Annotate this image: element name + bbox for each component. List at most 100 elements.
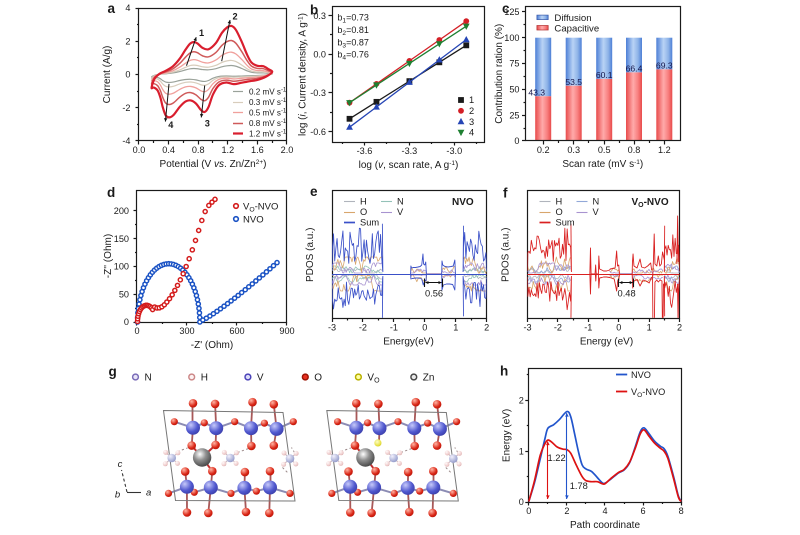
svg-text:PDOS (a.u.): PDOS (a.u.): [501, 228, 512, 282]
svg-text:O: O: [314, 373, 322, 384]
svg-text:2: 2: [519, 396, 524, 406]
svg-text:4: 4: [602, 506, 607, 516]
svg-text:Energy (eV): Energy (eV): [580, 337, 633, 348]
svg-text:-3.6: -3.6: [357, 146, 373, 156]
svg-text:0.8: 0.8: [192, 145, 205, 155]
svg-text:3: 3: [469, 117, 474, 127]
svg-text:300: 300: [179, 326, 194, 336]
svg-text:Path coordinate: Path coordinate: [570, 520, 640, 530]
svg-text:2: 2: [125, 37, 130, 47]
svg-text:Sum: Sum: [556, 218, 575, 228]
svg-text:N: N: [593, 197, 600, 207]
svg-text:0: 0: [134, 326, 139, 336]
svg-text:-3.0: -3.0: [446, 146, 462, 156]
svg-text:-3: -3: [523, 323, 531, 333]
svg-text:Scan rate (mV s-1): Scan rate (mV s-1): [562, 159, 643, 170]
svg-text:1.78: 1.78: [570, 481, 588, 491]
svg-text:V: V: [397, 207, 404, 217]
svg-text:1.22: 1.22: [548, 453, 566, 463]
svg-text:4: 4: [168, 120, 174, 130]
svg-text:Contribution ration (%): Contribution ration (%): [494, 24, 505, 124]
svg-text:3: 3: [205, 118, 210, 128]
svg-text:1: 1: [199, 28, 204, 38]
svg-text:0.0: 0.0: [313, 50, 326, 60]
svg-text:g: g: [109, 364, 117, 379]
svg-text:N: N: [145, 373, 152, 384]
svg-text:Current (A/g): Current (A/g): [102, 46, 113, 104]
svg-text:0: 0: [422, 323, 427, 333]
svg-text:0: 0: [125, 70, 130, 80]
svg-text:4: 4: [469, 128, 474, 138]
svg-text:6: 6: [641, 506, 646, 516]
svg-text:-Z' (Ohm): -Z' (Ohm): [191, 340, 233, 351]
svg-text:2.0: 2.0: [281, 145, 294, 155]
svg-text:53.5: 53.5: [565, 77, 582, 87]
svg-text:0: 0: [519, 497, 524, 507]
svg-text:0.48: 0.48: [618, 289, 636, 299]
svg-text:1: 1: [453, 323, 458, 333]
svg-text:0: 0: [124, 317, 129, 327]
svg-text:b: b: [115, 490, 120, 501]
svg-text:1: 1: [469, 95, 474, 105]
svg-text:0: 0: [616, 323, 621, 333]
svg-text:H: H: [556, 197, 563, 207]
svg-text:4: 4: [125, 3, 130, 13]
svg-text:-3.3: -3.3: [402, 146, 418, 156]
svg-text:Energy(eV): Energy(eV): [383, 337, 434, 348]
svg-text:43.3: 43.3: [528, 88, 545, 98]
svg-text:50: 50: [119, 289, 129, 299]
svg-text:100: 100: [114, 262, 129, 272]
svg-text:Zn: Zn: [423, 373, 435, 384]
svg-text:25: 25: [509, 110, 519, 120]
svg-text:600: 600: [229, 326, 244, 336]
svg-text:60.1: 60.1: [596, 70, 613, 80]
svg-text:66.4: 66.4: [626, 64, 643, 74]
svg-text:VO-NVO: VO-NVO: [631, 197, 668, 209]
svg-text:H: H: [201, 373, 208, 384]
svg-text:e: e: [310, 184, 318, 199]
svg-text:1.2: 1.2: [221, 145, 234, 155]
svg-text:1: 1: [647, 323, 652, 333]
svg-text:-1: -1: [390, 323, 398, 333]
svg-text:0.2: 0.2: [537, 145, 550, 155]
svg-text:O: O: [360, 207, 367, 217]
svg-text:Diffusion: Diffusion: [554, 13, 591, 24]
svg-text:0: 0: [514, 136, 519, 146]
svg-text:-2: -2: [122, 103, 130, 113]
svg-text:-2: -2: [554, 323, 562, 333]
svg-text:log (v, scan rate, A g-1): log (v, scan rate, A g-1): [359, 160, 459, 171]
svg-text:V: V: [257, 373, 264, 384]
svg-text:N: N: [397, 197, 404, 207]
svg-text:NVO: NVO: [243, 215, 264, 226]
svg-text:d: d: [107, 185, 115, 200]
svg-text:-Z'' (Ohm): -Z'' (Ohm): [103, 234, 114, 278]
svg-text:69.3: 69.3: [656, 61, 673, 71]
svg-text:2: 2: [469, 106, 474, 116]
svg-text:0.56: 0.56: [425, 289, 443, 299]
svg-text:h: h: [500, 364, 508, 379]
svg-text:VO-NVO: VO-NVO: [243, 202, 278, 214]
svg-text:PDOS (a.u.): PDOS (a.u.): [305, 228, 316, 282]
svg-text:2: 2: [564, 506, 569, 516]
svg-text:0.0: 0.0: [133, 145, 146, 155]
svg-text:log (i, Current density, A g-1: log (i, Current density, A g-1): [298, 13, 309, 136]
svg-text:Capacitive: Capacitive: [554, 23, 599, 34]
svg-text:NVO: NVO: [631, 370, 651, 380]
svg-text:1.2: 1.2: [658, 145, 671, 155]
svg-text:2: 2: [233, 12, 238, 22]
svg-text:100: 100: [504, 33, 519, 43]
svg-text:Potential (V vs. Zn/Zn2+): Potential (V vs. Zn/Zn2+): [160, 159, 267, 170]
svg-text:a: a: [108, 1, 116, 16]
svg-text:0: 0: [526, 506, 531, 516]
svg-text:2: 2: [484, 323, 489, 333]
svg-text:8: 8: [679, 506, 684, 516]
svg-text:-3: -3: [328, 323, 336, 333]
svg-text:125: 125: [504, 7, 519, 17]
svg-text:200: 200: [114, 206, 129, 216]
svg-text:1.6: 1.6: [251, 145, 264, 155]
svg-text:0.8: 0.8: [628, 145, 641, 155]
svg-text:75: 75: [509, 59, 519, 69]
svg-text:V: V: [593, 207, 600, 217]
svg-text:-4: -4: [122, 136, 130, 146]
svg-text:900: 900: [279, 326, 294, 336]
